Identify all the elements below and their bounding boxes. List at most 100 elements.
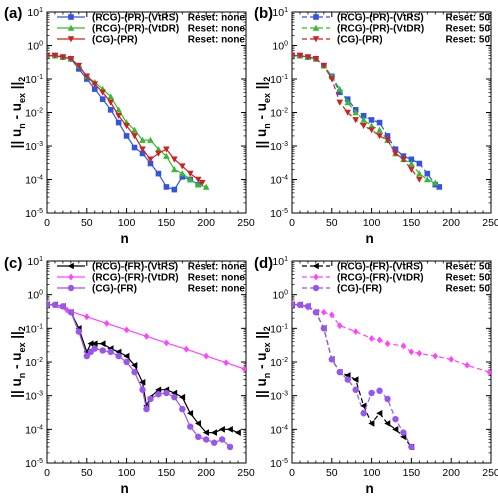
data-point	[329, 311, 335, 319]
data-point	[115, 112, 122, 120]
y-tick-label: 10-2	[25, 357, 43, 369]
legend-marker	[67, 36, 75, 43]
series-line	[292, 302, 490, 373]
data-point	[408, 156, 415, 163]
legend-series-name: (CG)-(PR)	[337, 35, 383, 46]
y-tick-label: 10-3	[270, 141, 288, 153]
series-3	[292, 301, 415, 451]
data-point	[147, 160, 154, 167]
data-point	[210, 439, 218, 446]
y-tick-label: 10-3	[270, 391, 288, 403]
series-line	[292, 304, 412, 448]
y-tick-label: 101	[272, 256, 288, 268]
data-point	[123, 358, 130, 366]
legend-series-name: (CG)-(FR)	[337, 284, 382, 295]
legend-series-name: (RCG)-(FR)-(VtRS)	[92, 262, 178, 273]
legend-series-name: (RCG)-(PR)-(VtDR)	[337, 24, 424, 35]
data-point	[223, 359, 229, 367]
y-tick-label: 10-5	[270, 208, 288, 220]
data-point	[179, 405, 186, 413]
data-point	[51, 52, 59, 59]
data-point	[416, 160, 423, 167]
data-point	[352, 328, 359, 335]
data-point	[59, 54, 67, 61]
data-point	[368, 117, 375, 123]
x-tick-label: 50	[326, 467, 338, 479]
panel-label: (b)	[254, 5, 273, 22]
x-tick-label: 250	[482, 217, 498, 229]
data-point	[448, 355, 454, 363]
data-point	[139, 136, 146, 143]
legend-series-name: (RCG)-(FR)-(VtDR)	[92, 273, 179, 284]
data-point	[218, 426, 225, 433]
y-tick-label: 101	[272, 7, 288, 19]
data-point	[163, 339, 170, 347]
data-point	[203, 436, 210, 443]
legend: (RCG)-(FR)-(VtRS) Reset: none (RCG)-(FR)-(…	[57, 262, 245, 295]
y-tick-label: 10-4	[25, 424, 43, 436]
data-point	[486, 368, 491, 376]
series-3	[47, 52, 206, 187]
legend-reset-label: Reset: none	[188, 262, 246, 273]
data-point	[84, 313, 90, 321]
data-point	[360, 402, 367, 410]
data-point	[241, 365, 246, 373]
legend-marker	[312, 36, 320, 43]
data-point	[368, 122, 375, 129]
data-point	[139, 386, 146, 393]
data-point	[368, 335, 375, 342]
data-point	[296, 52, 304, 59]
x-tick-label: 150	[403, 467, 421, 479]
legend-series-name: (CG)-(PR)	[92, 35, 138, 46]
y-tick-label: 10-4	[25, 175, 43, 187]
legend-reset-label: Reset: 50	[446, 35, 491, 46]
data-point	[416, 176, 423, 183]
data-point	[336, 368, 343, 376]
series-1	[292, 301, 415, 451]
y-tick-label: 10-4	[270, 424, 288, 436]
data-point	[400, 156, 407, 163]
data-point	[107, 99, 114, 106]
x-axis-label: n	[120, 231, 128, 246]
series-2	[47, 300, 246, 373]
data-point	[115, 119, 122, 126]
data-point	[186, 409, 194, 417]
legend-series-name: (RCG)-(FR)-(VtDR)	[337, 273, 424, 284]
y-tick-label: 100	[272, 41, 288, 53]
data-point	[384, 137, 391, 144]
legend-marker	[312, 262, 319, 270]
data-point	[352, 117, 359, 124]
legend-marker	[312, 24, 320, 31]
data-point	[131, 361, 138, 369]
data-point	[352, 109, 359, 116]
data-point	[376, 126, 383, 133]
legend-series-name: (RCG)-(PR)-(VtRS)	[337, 13, 424, 24]
legend-reset-label: Reset: none	[188, 273, 246, 284]
data-point	[131, 133, 138, 140]
data-point	[179, 174, 186, 180]
data-point	[304, 303, 312, 310]
data-point	[123, 123, 130, 130]
x-tick-label: 100	[118, 467, 136, 479]
data-point	[91, 86, 98, 92]
data-point	[360, 112, 367, 119]
data-point	[115, 352, 122, 360]
data-point	[179, 393, 186, 401]
x-tick-label: 100	[363, 467, 381, 479]
y-tick-label: 10-1	[270, 323, 288, 335]
data-point	[321, 308, 327, 316]
data-point	[179, 163, 186, 170]
data-point	[143, 405, 150, 413]
y-tick-label: 100	[27, 290, 43, 302]
data-point	[163, 389, 170, 397]
data-point	[312, 309, 320, 316]
data-point	[320, 62, 328, 69]
y-tick-label: 101	[27, 256, 43, 268]
data-point	[99, 340, 106, 347]
legend-reset-label: Reset: 50	[446, 273, 491, 284]
data-point	[123, 326, 130, 334]
series-line	[292, 304, 412, 448]
data-point	[424, 170, 431, 177]
y-tick-label: 10-5	[270, 458, 288, 470]
legend: (RCG)-(PR)-(VtRS) Reset: none (RCG)-(PR)-(…	[57, 13, 245, 46]
